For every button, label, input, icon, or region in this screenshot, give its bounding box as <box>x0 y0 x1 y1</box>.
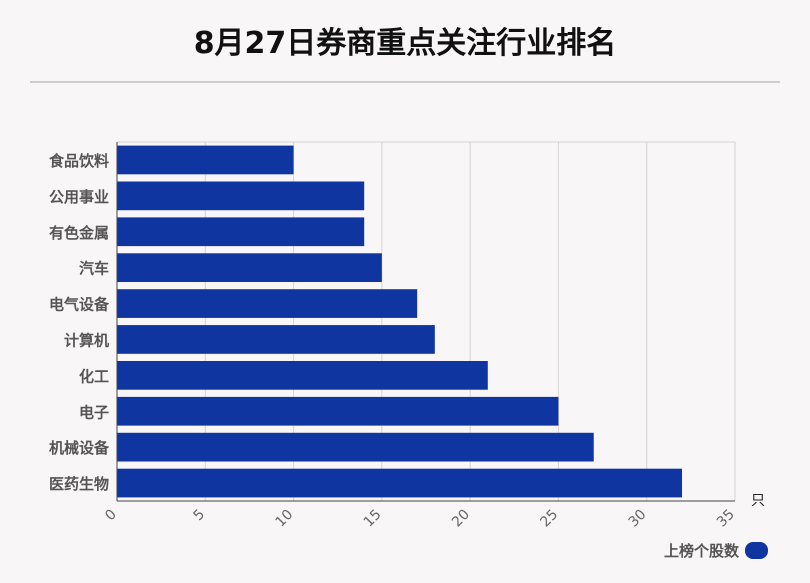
legend[interactable]: 上榜个股数 <box>664 540 768 561</box>
bar-6 <box>117 325 435 354</box>
bar-3 <box>117 217 365 247</box>
x-tick-label: 10 <box>272 507 296 531</box>
category-label: 食品饮料 <box>49 152 109 170</box>
x-tick-label: 20 <box>449 507 473 531</box>
chart-title: 8月27日券商重点关注行业排名 <box>193 26 617 61</box>
category-label: 电气设备 <box>49 296 110 314</box>
category-label: 化工 <box>79 367 109 385</box>
bar-4 <box>117 253 382 283</box>
x-axis-unit: 只 <box>751 493 765 509</box>
bar-1 <box>117 145 294 175</box>
x-tick-label: 5 <box>190 507 208 525</box>
category-label: 电子 <box>79 403 109 421</box>
bar-5 <box>117 289 418 318</box>
category-label: 医药生物 <box>49 475 109 493</box>
x-tick-label: 15 <box>361 507 385 531</box>
category-label: 计算机 <box>64 331 109 349</box>
bar-7 <box>117 360 488 390</box>
legend-swatch <box>745 542 768 559</box>
bar-2 <box>117 181 365 211</box>
x-tick-label: 25 <box>537 507 561 531</box>
legend-label: 上榜个股数 <box>663 542 739 560</box>
x-tick-label: 35 <box>714 507 738 531</box>
category-label: 机械设备 <box>49 439 110 457</box>
x-tick-label: 0 <box>102 507 120 525</box>
title-divider <box>30 81 780 83</box>
bar-10 <box>117 468 683 498</box>
category-label: 汽车 <box>79 260 109 278</box>
x-tick-label: 30 <box>626 507 650 531</box>
category-label: 公用事业 <box>49 188 109 206</box>
bar-8 <box>117 396 559 426</box>
category-label: 有色金属 <box>49 224 109 242</box>
bar-9 <box>117 432 594 462</box>
